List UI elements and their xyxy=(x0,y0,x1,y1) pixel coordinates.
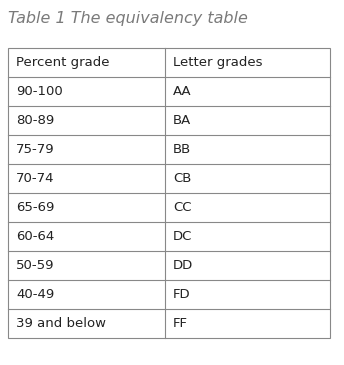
Text: DD: DD xyxy=(173,259,193,272)
Text: CC: CC xyxy=(173,201,192,214)
Text: 60-64: 60-64 xyxy=(16,230,54,243)
Text: 65-69: 65-69 xyxy=(16,201,54,214)
Text: FD: FD xyxy=(173,288,191,301)
Text: 75-79: 75-79 xyxy=(16,143,55,156)
Text: BA: BA xyxy=(173,114,191,127)
Text: 80-89: 80-89 xyxy=(16,114,54,127)
Text: AA: AA xyxy=(173,85,192,98)
Text: Letter grades: Letter grades xyxy=(173,56,262,69)
Text: FF: FF xyxy=(173,317,188,330)
Text: CB: CB xyxy=(173,172,191,185)
Text: 70-74: 70-74 xyxy=(16,172,54,185)
Text: DC: DC xyxy=(173,230,192,243)
Text: 39 and below: 39 and below xyxy=(16,317,106,330)
Bar xyxy=(8,48,330,338)
Text: BB: BB xyxy=(173,143,191,156)
Text: 40-49: 40-49 xyxy=(16,288,54,301)
Text: 50-59: 50-59 xyxy=(16,259,54,272)
Text: Table 1 The equivalency table: Table 1 The equivalency table xyxy=(8,11,248,26)
Text: Percent grade: Percent grade xyxy=(16,56,109,69)
Text: 90-100: 90-100 xyxy=(16,85,63,98)
